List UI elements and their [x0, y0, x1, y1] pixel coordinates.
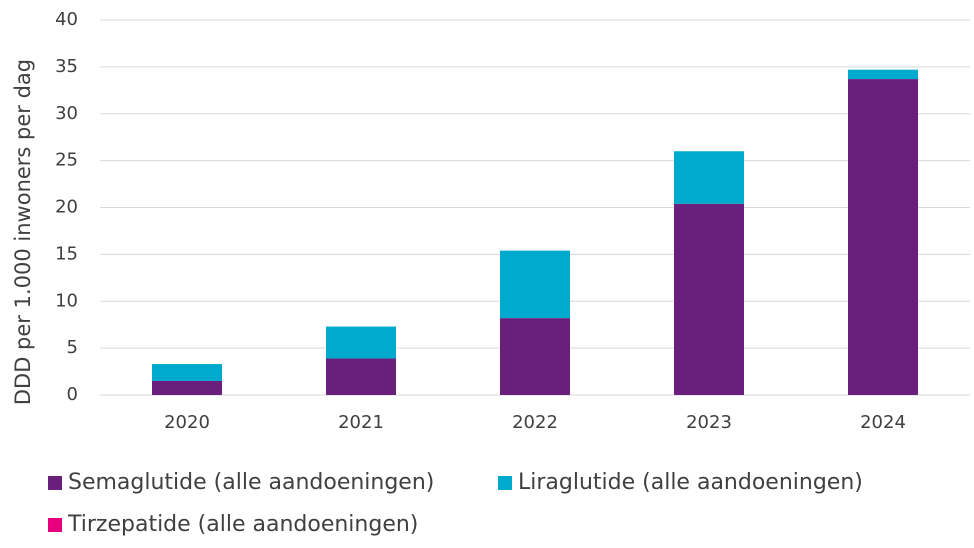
y-tick-label: 35	[55, 56, 78, 77]
y-tick-label: 0	[67, 384, 78, 405]
y-axis-title: DDD per 1.000 inwoners per dag	[11, 59, 35, 405]
legend-swatch	[48, 518, 62, 532]
bar-segment	[500, 250, 570, 319]
bar-segment	[152, 364, 222, 381]
y-tick-label: 5	[67, 337, 78, 358]
y-tick-label: 25	[55, 150, 78, 171]
legend-swatch	[48, 476, 62, 490]
bar-segment	[674, 151, 744, 204]
x-tick-label: 2021	[338, 412, 384, 433]
y-tick-label: 10	[55, 290, 78, 311]
bar-segment	[500, 318, 570, 395]
y-tick-label: 30	[55, 103, 78, 124]
x-tick-label: 2020	[164, 412, 210, 433]
bar-segment	[848, 79, 918, 395]
y-tick-label: 20	[55, 197, 78, 218]
x-tick-label: 2023	[686, 412, 732, 433]
bar-segment	[326, 326, 396, 359]
y-tick-label: 40	[55, 9, 78, 30]
y-tick-label: 15	[55, 243, 78, 264]
x-tick-label: 2022	[512, 412, 558, 433]
legend-label: Liraglutide (alle aandoeningen)	[518, 470, 863, 495]
bar-segment	[674, 203, 744, 395]
bar-segment	[152, 380, 222, 395]
bar-segment	[326, 358, 396, 395]
legend-swatch	[498, 476, 512, 490]
legend-label: Tirzepatide (alle aandoeningen)	[67, 512, 418, 537]
x-tick-label: 2024	[860, 412, 906, 433]
bar-segment	[848, 69, 918, 80]
legend-label: Semaglutide (alle aandoeningen)	[68, 470, 434, 495]
